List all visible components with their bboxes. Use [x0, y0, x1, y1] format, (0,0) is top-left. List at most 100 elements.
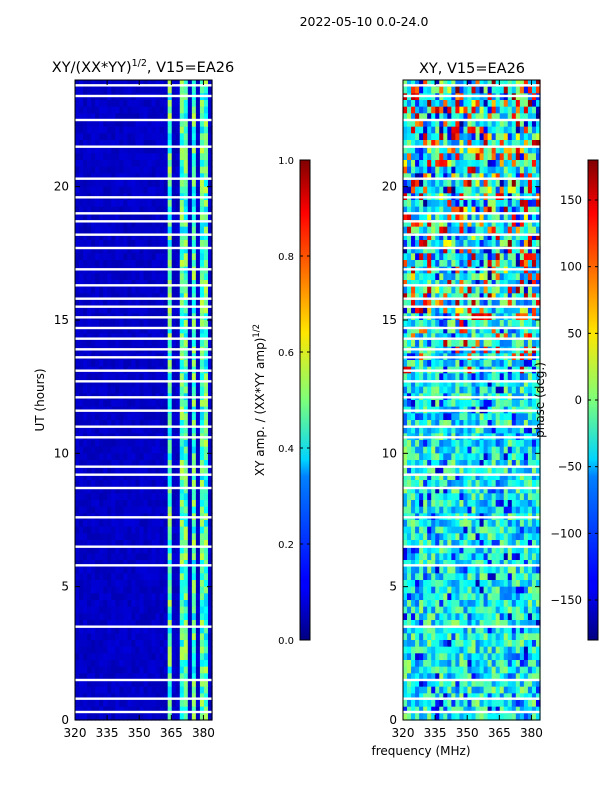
heatmap-cell — [515, 380, 521, 388]
heatmap-cell — [183, 640, 189, 648]
heatmap-cell — [107, 680, 112, 688]
y-tick-label: 10 — [54, 446, 69, 460]
heatmap-cell — [91, 260, 96, 268]
heatmap-cell — [207, 473, 213, 481]
heatmap-cell — [187, 706, 193, 714]
figure-suptitle: 2022-05-10 0.0-24.0 — [300, 14, 429, 29]
heatmap-cell — [175, 286, 181, 294]
heatmap-cell — [455, 246, 461, 254]
heatmap-cell — [171, 86, 177, 94]
heatmap-cell — [147, 253, 153, 261]
heatmap-cell — [171, 253, 177, 261]
heatmap-cell — [475, 280, 481, 288]
heatmap-cell — [95, 713, 100, 721]
heatmap-cell — [459, 360, 465, 368]
heatmap-cell — [151, 233, 157, 241]
heatmap-cell — [491, 206, 497, 214]
heatmap-cell — [107, 540, 112, 548]
heatmap-cell — [155, 600, 161, 608]
heatmap-cell — [91, 146, 96, 154]
heatmap-cell — [127, 286, 133, 294]
heatmap-cell — [103, 280, 108, 288]
heatmap-cell — [495, 286, 501, 294]
heatmap-cell — [115, 220, 120, 228]
heatmap-cell — [123, 160, 128, 168]
flagged-row — [75, 356, 212, 359]
heatmap-cell — [115, 540, 120, 548]
heatmap-cell — [139, 640, 145, 648]
heatmap-cell — [111, 493, 116, 501]
heatmap-cell — [99, 100, 104, 108]
heatmap-cell — [439, 386, 444, 394]
heatmap-cell — [503, 333, 509, 341]
heatmap-cell — [179, 246, 185, 254]
heatmap-cell — [447, 226, 452, 234]
heatmap-cell — [499, 253, 505, 261]
heatmap-cell — [523, 246, 529, 254]
heatmap-cell — [83, 280, 88, 288]
heatmap-cell — [423, 300, 428, 308]
heatmap-cell — [111, 333, 116, 341]
heatmap-cell — [203, 333, 209, 341]
heatmap-cell — [159, 360, 165, 368]
heatmap-cell — [203, 540, 209, 548]
heatmap-cell — [503, 380, 509, 388]
heatmap-cell — [95, 80, 100, 88]
heatmap-cell — [111, 500, 116, 508]
heatmap-cell — [123, 693, 128, 701]
heatmap-cell — [187, 526, 193, 534]
heatmap-cell — [75, 106, 80, 114]
heatmap-cell — [163, 473, 169, 481]
heatmap-cell — [407, 280, 412, 288]
heatmap-cell — [427, 133, 432, 141]
heatmap-cell — [75, 220, 80, 228]
heatmap-cell — [191, 213, 197, 221]
heatmap-cell — [95, 700, 100, 708]
heatmap-cell — [527, 380, 533, 388]
heatmap-cell — [451, 146, 456, 154]
heatmap-cell — [415, 100, 420, 108]
heatmap-cell — [143, 206, 149, 214]
heatmap-cell — [447, 380, 452, 388]
heatmap-cell — [143, 233, 149, 241]
heatmap-cell — [75, 386, 80, 394]
heatmap-cell — [91, 700, 96, 708]
heatmap-cell — [435, 180, 440, 188]
heatmap-cell — [95, 126, 100, 134]
heatmap-cell — [407, 160, 412, 168]
heatmap-cell — [435, 240, 440, 248]
heatmap-cell — [447, 300, 452, 308]
heatmap-cell — [531, 186, 537, 194]
heatmap-cell — [103, 493, 108, 501]
heatmap-cell — [175, 666, 181, 674]
flagged-row — [75, 233, 212, 236]
heatmap-cell — [119, 413, 124, 421]
heatmap-cell — [163, 446, 169, 454]
heatmap-cell — [191, 453, 197, 461]
heatmap-cell — [99, 80, 104, 88]
heatmap-cell — [115, 686, 120, 694]
heatmap-cell — [75, 680, 80, 688]
heatmap-cell — [499, 326, 505, 334]
heatmap-cell — [127, 360, 133, 368]
heatmap-cell — [99, 200, 104, 208]
heatmap-cell — [447, 340, 452, 348]
heatmap-cell — [99, 713, 104, 721]
heatmap-cell — [87, 100, 92, 108]
heatmap-cell — [191, 200, 197, 208]
heatmap-cell — [99, 146, 104, 154]
heatmap-cell — [403, 293, 408, 301]
heatmap-cell — [111, 380, 116, 388]
heatmap-cell — [95, 173, 100, 181]
heatmap-cell — [143, 493, 149, 501]
heatmap-cell — [407, 386, 412, 394]
heatmap-cell — [75, 693, 80, 701]
heatmap-cell — [139, 220, 145, 228]
heatmap-cell — [503, 386, 509, 394]
heatmap-cell — [531, 246, 537, 254]
heatmap-cell — [179, 506, 185, 514]
heatmap-cell — [479, 173, 485, 181]
heatmap-cell — [427, 333, 432, 341]
heatmap-cell — [403, 226, 408, 234]
heatmap-cell — [443, 240, 448, 248]
